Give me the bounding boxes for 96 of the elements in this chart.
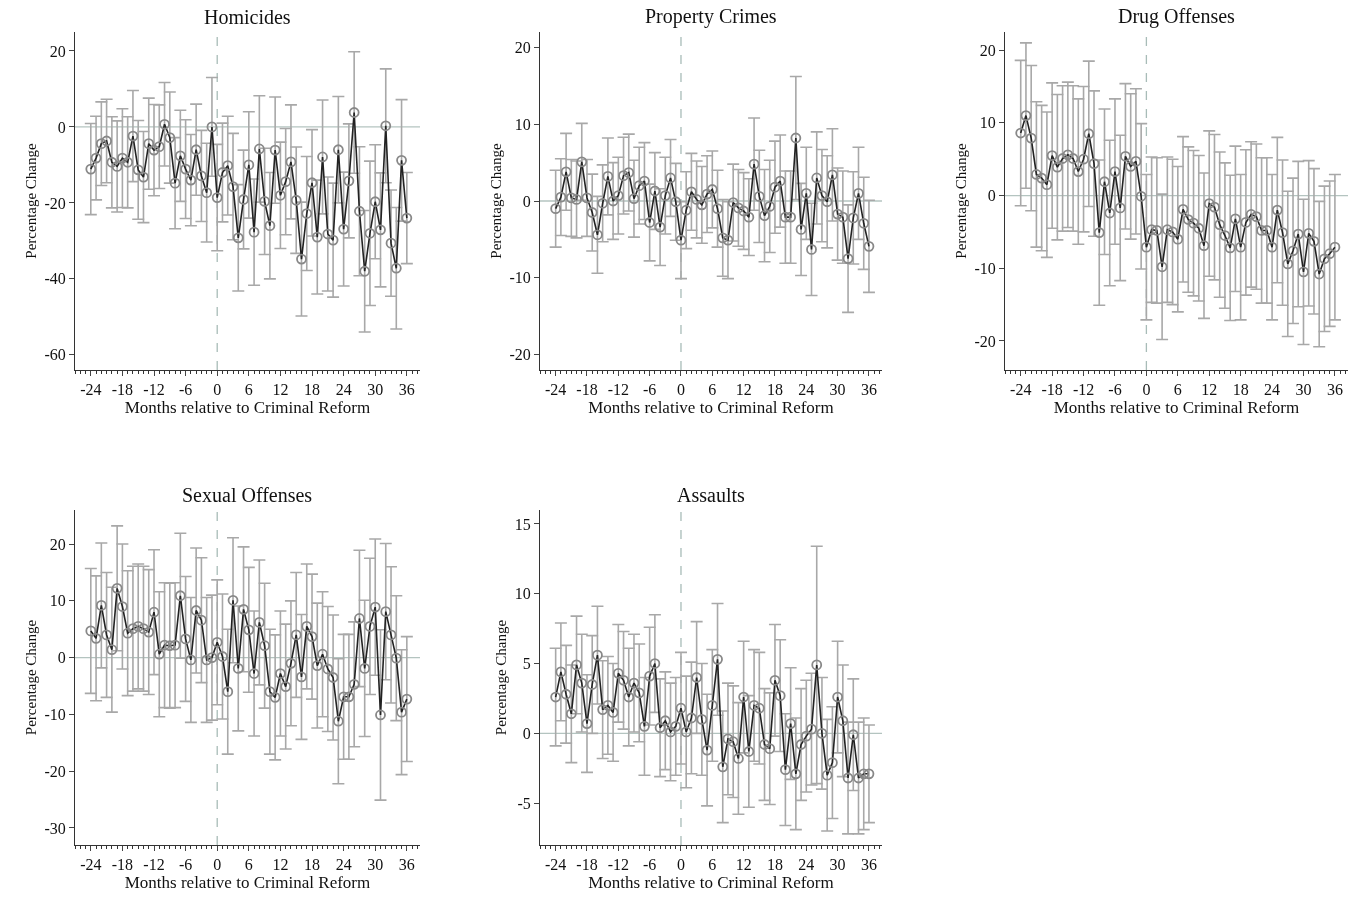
x-tick-label: 0 [1142,381,1151,399]
x-tick-label: -6 [178,856,193,874]
x-tick-label: 30 [829,856,846,874]
x-tick-label: 36 [860,856,877,874]
x-tick-label: -24 [545,381,567,399]
y-tick-label: -20 [974,332,996,350]
x-tick-label: -24 [80,381,102,399]
y-tick-label: -60 [44,346,66,364]
y-tick-label: -10 [44,706,66,724]
x-tick-label: 6 [708,856,717,874]
y-axis-title: Percentage Change [952,142,969,259]
x-tick-label: -12 [143,381,165,399]
x-tick-label: 12 [272,381,289,399]
x-tick-label: 6 [244,381,253,399]
y-tick-label: -5 [517,794,531,812]
x-tick-label: 0 [213,381,222,399]
x-tick-label: 18 [304,381,321,399]
x-tick-label: -18 [111,381,134,399]
x-tick-label: -6 [642,381,657,399]
x-tick-label: -18 [576,381,598,399]
y-tick-label: 5 [522,655,531,673]
y-tick-label: 10 [514,585,531,603]
x-tick-label: -12 [607,856,629,874]
chart-title: Property Crimes [645,5,777,28]
x-tick-label: 0 [676,856,685,874]
x-tick-label: -12 [143,856,165,874]
y-tick-label: 10 [49,592,66,610]
x-tick-label: -6 [178,381,193,399]
chart-title: Assaults [677,484,745,506]
x-tick-label: 30 [829,381,846,399]
x-tick-label: -18 [111,856,134,874]
x-tick-label: 0 [676,381,685,399]
y-tick-label: 20 [979,41,996,59]
x-tick-label: 30 [367,381,384,399]
y-tick-label: 20 [514,38,531,56]
x-tick-label: -24 [545,856,567,874]
x-tick-label: 6 [244,856,253,874]
y-tick-label: 15 [514,515,531,533]
x-tick-label: 18 [766,381,783,399]
x-tick-label: 18 [304,856,321,874]
y-axis-title: Percentage Change [493,619,510,736]
x-tick-label: -12 [1072,381,1095,399]
x-tick-label: -6 [1108,381,1122,399]
x-tick-label: 24 [1264,381,1281,399]
y-tick-label: -30 [44,819,66,837]
y-tick-label: -40 [44,270,66,288]
x-tick-label: 12 [735,856,752,874]
x-axis-title: Months relative to Criminal Reform [124,398,371,418]
x-tick-label: 30 [367,856,384,874]
y-tick-label: 0 [57,649,66,667]
y-tick-label: 0 [522,192,531,210]
x-tick-label: 0 [213,856,222,874]
y-tick-label: -10 [509,269,531,287]
x-tick-label: 18 [766,856,783,874]
x-tick-label: -6 [642,856,657,874]
y-tick-label: 20 [49,42,66,60]
x-axis-title: Months relative to Criminal Reform [1053,398,1300,418]
x-tick-label: -18 [576,856,598,874]
x-tick-label: 30 [1295,381,1312,399]
x-tick-label: 12 [272,856,289,874]
x-tick-label: 18 [1232,381,1249,399]
y-tick-label: 10 [979,114,996,132]
x-tick-label: 24 [335,856,352,874]
x-tick-label: 36 [398,856,415,874]
x-axis-title: Months relative to Criminal Reform [588,398,834,418]
x-axis-title: Months relative to Criminal Reform [588,873,834,893]
x-tick-label: 36 [860,381,877,399]
x-tick-label: 36 [398,381,415,399]
y-tick-label: 0 [522,724,531,742]
y-tick-label: -20 [509,346,531,364]
y-tick-label: 0 [987,187,996,205]
y-tick-label: 10 [514,115,531,133]
x-tick-label: 12 [735,381,752,399]
y-tick-label: -20 [44,762,66,780]
x-tick-label: -18 [1041,381,1063,399]
x-tick-label: 36 [1326,381,1343,399]
y-axis-title: Percentage Change [22,619,39,736]
x-tick-label: -12 [607,381,629,399]
x-tick-label: 24 [798,381,815,399]
x-tick-label: 24 [798,856,815,874]
y-axis-title: Percentage Change [22,142,39,259]
y-tick-label: 20 [49,535,66,553]
chart-title: Drug Offenses [1118,5,1236,28]
x-axis-title: Months relative to Criminal Reform [124,873,371,893]
x-tick-label: 6 [708,381,717,399]
x-tick-label: 24 [335,381,352,399]
y-tick-label: 0 [57,118,66,136]
chart-title: Homicides [204,6,291,28]
y-tick-label: -10 [974,259,996,277]
chart-title: Sexual Offenses [182,484,313,506]
x-tick-label: -24 [1010,381,1032,399]
y-tick-label: -20 [44,194,66,212]
y-axis-title: Percentage Change [487,142,504,259]
x-tick-label: -24 [80,856,102,874]
x-tick-label: 6 [1173,381,1182,399]
x-tick-label: 12 [1201,381,1218,399]
